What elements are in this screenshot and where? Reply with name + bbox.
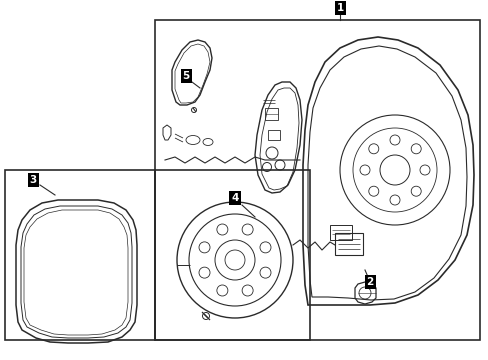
Bar (155, 170, 309, 340)
Bar (5, 170, 155, 340)
Text: 3: 3 (29, 175, 37, 185)
Text: 2: 2 (366, 277, 373, 287)
Text: 5: 5 (182, 71, 189, 81)
Bar (329, 225, 351, 240)
Bar (155, 20, 479, 340)
Bar (334, 233, 362, 255)
Text: 1: 1 (336, 3, 343, 13)
Text: 4: 4 (231, 193, 238, 203)
